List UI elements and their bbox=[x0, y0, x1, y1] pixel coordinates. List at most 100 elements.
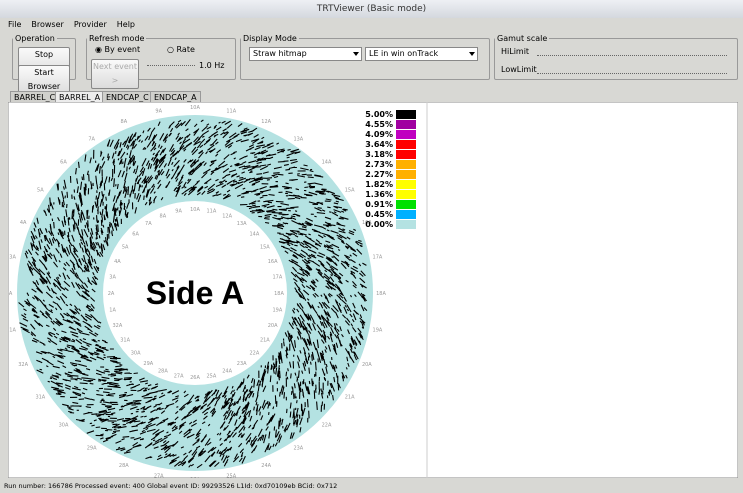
sector-label-outer: 15A bbox=[345, 188, 355, 194]
legend-label: 5.00% bbox=[365, 110, 393, 119]
sector-label-inner: 10A bbox=[190, 207, 200, 213]
radio[interactable]: ○ Rate bbox=[167, 45, 195, 54]
group-label: Refresh mode bbox=[87, 34, 146, 43]
sector-label-outer: 31A bbox=[35, 394, 45, 400]
gamut-group: Gamut scale HiLimit LowLimit bbox=[494, 34, 738, 80]
sector-label-inner: 12A bbox=[222, 213, 232, 219]
rate-label: 1.0 Hz bbox=[199, 61, 224, 70]
sector-label-inner: 22A bbox=[249, 350, 259, 356]
button[interactable]: Next event > bbox=[91, 59, 139, 89]
select[interactable]: LE in win onTrack bbox=[365, 47, 478, 61]
sector-label-inner: 24A bbox=[222, 369, 232, 375]
sector-label-outer: 18A bbox=[376, 291, 386, 297]
legend-swatch bbox=[396, 170, 416, 179]
legend-label: 4.09% bbox=[365, 130, 393, 139]
legend-swatch bbox=[396, 110, 416, 119]
legend-label: 0.00% bbox=[365, 220, 393, 229]
sector-label-inner: 26A bbox=[190, 375, 200, 381]
group-label: Operation bbox=[13, 34, 57, 43]
sector-label-outer: 6A bbox=[60, 159, 67, 165]
sector-label-outer: 25A bbox=[226, 473, 236, 478]
sector-label-outer: 4A bbox=[20, 220, 27, 226]
legend-swatch bbox=[396, 200, 416, 209]
group-label: Gamut scale bbox=[495, 34, 549, 43]
legend-swatch bbox=[396, 160, 416, 169]
menu-item[interactable]: File bbox=[8, 20, 21, 29]
sector-label-outer: 32A bbox=[18, 362, 28, 368]
sector-label-inner: 21A bbox=[260, 338, 270, 344]
sector-label-outer: 24A bbox=[261, 463, 271, 469]
slider-label: HiLimit bbox=[501, 47, 529, 56]
sector-label-outer: 3A bbox=[9, 255, 16, 261]
legend-swatch bbox=[396, 180, 416, 189]
sector-label-outer: 8A bbox=[121, 119, 128, 125]
sector-label-outer: 14A bbox=[322, 159, 332, 165]
legend-label: 3.64% bbox=[365, 140, 393, 149]
sector-label-inner: 18A bbox=[274, 291, 284, 297]
legend-swatch bbox=[396, 130, 416, 139]
sector-label-inner: 30A bbox=[131, 350, 141, 356]
operation-group: Operation Stop analysis Start Browser bbox=[12, 34, 76, 80]
sector-label-outer: 10A bbox=[190, 105, 200, 111]
menu-bar: File Browser Provider Help bbox=[0, 18, 137, 32]
sector-label-inner: 17A bbox=[272, 275, 282, 281]
sector-label-outer: 27A bbox=[154, 473, 164, 478]
sector-label-inner: 4A bbox=[114, 259, 121, 265]
legend-label: 3.18% bbox=[365, 150, 393, 159]
menu-item[interactable]: Help bbox=[117, 20, 135, 29]
sector-label-outer: 17A bbox=[373, 255, 383, 261]
sector-label-inner: 11A bbox=[206, 209, 216, 215]
legend-label: 0.45% bbox=[365, 210, 393, 219]
sector-label-inner: 25A bbox=[206, 373, 216, 379]
legend-swatch bbox=[396, 140, 416, 149]
sector-label-outer: 11A bbox=[226, 109, 236, 115]
slider[interactable] bbox=[537, 73, 727, 74]
sector-label-inner: 5A bbox=[122, 244, 129, 250]
slider[interactable] bbox=[537, 55, 727, 56]
legend-label: 1.82% bbox=[365, 180, 393, 189]
sector-label-inner: 19A bbox=[272, 307, 282, 313]
sector-label-inner: 28A bbox=[158, 369, 168, 375]
menu-item[interactable]: Provider bbox=[74, 20, 107, 29]
sector-label-outer: 13A bbox=[293, 136, 303, 142]
sector-label-inner: 2A bbox=[108, 291, 115, 297]
sector-label-outer: 26A bbox=[190, 477, 200, 478]
sector-label-inner: 8A bbox=[160, 213, 167, 219]
sector-label-outer: 12A bbox=[261, 119, 271, 125]
menu-item[interactable]: Browser bbox=[31, 20, 63, 29]
legend-swatch bbox=[396, 190, 416, 199]
app: TRTViewer (Basic mode) File Browser Provid… bbox=[0, 0, 743, 493]
legend-swatch bbox=[396, 220, 416, 229]
legend-label: 4.55% bbox=[365, 120, 393, 129]
sector-label-inner: 29A bbox=[143, 361, 153, 367]
title-bar: TRTViewer (Basic mode) bbox=[0, 0, 743, 18]
sector-label-outer: 2A bbox=[8, 291, 13, 297]
radio-label: Rate bbox=[177, 45, 195, 54]
radio-label: By event bbox=[105, 45, 141, 54]
sector-label-inner: 32A bbox=[112, 323, 122, 329]
slider[interactable] bbox=[147, 65, 195, 66]
select[interactable]: Straw hitmap bbox=[249, 47, 362, 61]
group-label: Display Mode bbox=[241, 34, 299, 43]
sector-label-inner: 16A bbox=[268, 259, 278, 265]
sector-label-outer: 7A bbox=[88, 136, 95, 142]
legend-label: 2.27% bbox=[365, 170, 393, 179]
sector-label-inner: 9A bbox=[175, 209, 182, 215]
sector-label-inner: 1A bbox=[109, 307, 116, 313]
sector-label-outer: 20A bbox=[362, 362, 372, 368]
status-bar: Run number: 166786 Processed event: 400 … bbox=[0, 480, 743, 493]
sector-label-outer: 28A bbox=[119, 463, 129, 469]
sector-label-outer: 1A bbox=[9, 327, 16, 333]
legend-label: 2.73% bbox=[365, 160, 393, 169]
legend-swatch bbox=[396, 210, 416, 219]
hitmap-view: Side A1A1A2A2A3A3A4A4A5A5A6A6A7A7A8A8A9A… bbox=[8, 102, 738, 478]
legend-label: 0.91% bbox=[365, 200, 393, 209]
refresh-group: Refresh mode ◉ By event ○ Rate Next even… bbox=[86, 34, 236, 80]
sector-label-inner: 14A bbox=[249, 232, 259, 238]
sector-label-inner: 27A bbox=[174, 373, 184, 379]
legend-swatch bbox=[396, 120, 416, 129]
sector-label-outer: 21A bbox=[345, 394, 355, 400]
radio[interactable]: ◉ By event bbox=[95, 45, 140, 54]
sector-label-inner: 7A bbox=[145, 221, 152, 227]
sector-label-outer: 9A bbox=[155, 109, 162, 115]
